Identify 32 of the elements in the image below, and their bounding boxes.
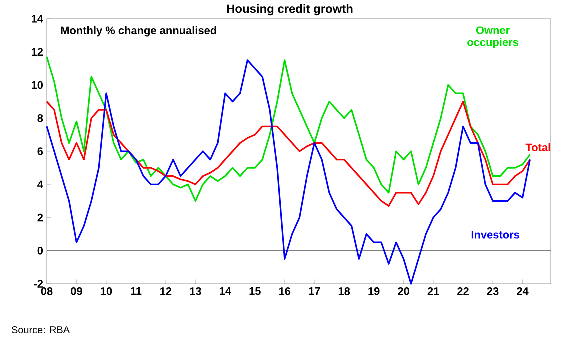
series-label: Total bbox=[526, 144, 550, 152]
y-tick-label: -2 bbox=[34, 280, 44, 288]
x-tick-label: 10 bbox=[101, 288, 112, 296]
x-tick-label: 09 bbox=[71, 288, 82, 296]
x-tick-label: 22 bbox=[458, 288, 469, 296]
x-tick-label: 19 bbox=[368, 288, 380, 296]
chart-title: Housing credit growth bbox=[227, 4, 353, 16]
x-tick-label: 11 bbox=[131, 288, 142, 296]
x-tick-label: 21 bbox=[428, 288, 440, 296]
y-tick-label: 12 bbox=[32, 48, 44, 56]
x-tick-label: 08 bbox=[41, 288, 53, 296]
x-tick-label: 17 bbox=[309, 288, 320, 296]
y-tick-label: 14 bbox=[32, 15, 44, 23]
x-tick-label: 23 bbox=[487, 288, 499, 296]
x-tick-label: 12 bbox=[160, 288, 172, 296]
x-tick-label: 13 bbox=[190, 288, 202, 296]
text: Monthly % change annualised bbox=[61, 26, 216, 37]
y-tick-label: 8 bbox=[38, 114, 44, 122]
x-tick-label: 14 bbox=[220, 288, 232, 296]
y-tick-label: 6 bbox=[38, 148, 44, 156]
source-note: Source: RBA bbox=[12, 326, 70, 334]
text: Owner occupiers bbox=[468, 26, 518, 48]
x-tick-label: 16 bbox=[279, 288, 291, 296]
y-tick-label: 4 bbox=[38, 180, 44, 188]
y-tick-label: 0 bbox=[38, 247, 44, 255]
x-tick-label: 18 bbox=[338, 288, 350, 296]
x-tick-label: 15 bbox=[250, 288, 261, 296]
text: Investors bbox=[472, 231, 520, 239]
x-tick-label: 20 bbox=[398, 288, 410, 296]
x-tick-label: 24 bbox=[517, 288, 529, 296]
y-tick-label: 2 bbox=[38, 214, 44, 222]
y-tick-label: 10 bbox=[32, 81, 44, 90]
